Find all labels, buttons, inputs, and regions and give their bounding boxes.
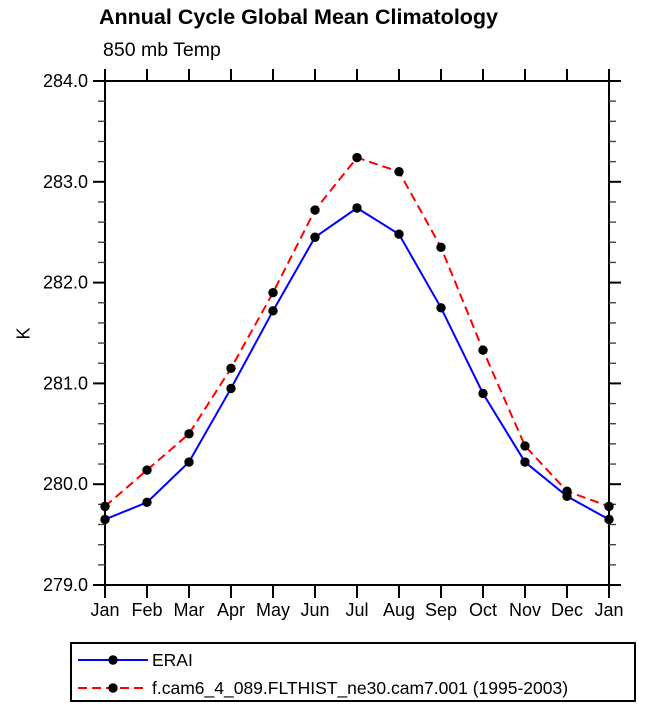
x-tick-label: Aug (383, 600, 415, 620)
data-point-marker (310, 205, 320, 215)
data-point-marker (184, 429, 194, 439)
data-point-marker (142, 465, 152, 475)
legend-item-erai: ERAI (78, 649, 193, 671)
x-tick-label: Sep (425, 600, 457, 620)
data-point-marker (436, 242, 446, 253)
x-tick-label: Nov (509, 600, 541, 620)
y-tick-label: 279.0 (43, 575, 88, 595)
data-point-marker (100, 514, 110, 525)
legend-item-cam7: f.cam6_4_089.FLTHIST_ne30.cam7.001 (1995… (78, 677, 568, 699)
y-tick-label: 280.0 (43, 474, 88, 494)
x-tick-label: Feb (131, 600, 162, 620)
data-point-marker (268, 306, 278, 316)
x-tick-label: Dec (551, 600, 583, 620)
x-tick-label: Mar (174, 600, 205, 620)
x-tick-label: Jun (300, 600, 329, 620)
legend-box: ERAI f.cam6_4_089.FLTHIST_ne30.cam7.001 … (70, 642, 636, 702)
x-tick-label: Jan (90, 600, 119, 620)
data-point-marker (520, 441, 530, 451)
legend-marker-1 (108, 683, 118, 693)
x-tick-label: Apr (217, 600, 245, 620)
y-tick-label: 281.0 (43, 373, 88, 393)
y-tick-label: 283.0 (43, 172, 88, 192)
data-point-marker (226, 383, 236, 394)
data-point-marker (604, 501, 614, 512)
data-point-marker (310, 232, 320, 242)
data-point-marker (268, 287, 278, 298)
data-point-marker (352, 152, 362, 163)
series-line-0 (104, 206, 610, 521)
data-point-marker (352, 203, 362, 213)
x-tick-label: Oct (469, 600, 497, 620)
legend-label-cam7: f.cam6_4_089.FLTHIST_ne30.cam7.001 (1995… (152, 677, 569, 698)
data-point-marker (562, 486, 572, 496)
x-tick-label: May (256, 600, 290, 620)
legend-marker-0 (108, 655, 118, 665)
legend-label-erai: ERAI (152, 649, 193, 670)
data-point-marker (394, 229, 404, 239)
chart-subtitle: 850 mb Temp (103, 39, 221, 61)
x-tick-label: Jan (594, 600, 623, 620)
y-tick-label: 282.0 (43, 273, 88, 293)
data-point-marker (394, 167, 404, 177)
y-tick-label: 284.0 (43, 71, 88, 91)
data-point-marker (100, 501, 110, 512)
x-tick-label: Jul (345, 600, 368, 620)
data-point-marker (520, 457, 530, 467)
data-point-marker (478, 345, 488, 355)
chart-title: Annual Cycle Global Mean Climatology (99, 5, 499, 29)
data-point-marker (142, 497, 152, 508)
legend-sample-1 (78, 683, 148, 693)
data-point-marker (184, 457, 194, 467)
data-point-marker (436, 303, 446, 313)
legend-sample-0 (78, 655, 148, 665)
data-point-marker (478, 388, 488, 399)
data-point-marker (604, 514, 614, 525)
data-point-marker (226, 363, 236, 373)
